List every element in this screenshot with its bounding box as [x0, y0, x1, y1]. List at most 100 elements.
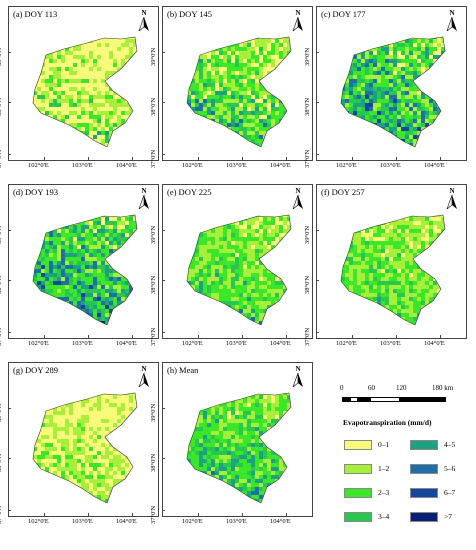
legend-item: 5–6: [410, 462, 476, 476]
longitude-tick: [242, 157, 243, 160]
longitude-tick: [132, 157, 133, 160]
latitude-tick: [162, 510, 165, 511]
longitude-tick: [286, 157, 287, 160]
et-raster-map: [186, 214, 292, 326]
longitude-label: 104°0'E: [424, 162, 445, 169]
north-arrow-icon: N: [446, 187, 458, 209]
map-panel: (e) DOY 225 N 37°0'N 38°0'N 39°0'N 102°0'E 103…: [150, 184, 313, 356]
longitude-label: 104°0'E: [116, 340, 137, 347]
scale-segment: [350, 397, 358, 402]
longitude-tick: [286, 513, 287, 516]
longitude-tick: [132, 513, 133, 516]
map-frame: (h) Mean N: [162, 362, 313, 517]
latitude-label: 37°0'N: [0, 149, 3, 168]
legend-item: 4–5: [410, 438, 476, 452]
longitude-tick: [396, 335, 397, 338]
latitude-label: 39°0'N: [304, 225, 311, 244]
longitude-label: 102°0'E: [28, 518, 49, 525]
legend-label: 4–5: [444, 440, 456, 449]
map-frame: (e) DOY 225 N: [162, 184, 313, 339]
longitude-tick: [286, 335, 287, 338]
map-frame: (c) DOY 177 N: [316, 6, 467, 161]
longitude-label: 102°0'E: [336, 340, 357, 347]
scale-segment: [358, 397, 370, 402]
longitude-label: 104°0'E: [270, 340, 291, 347]
latitude-label: 37°0'N: [304, 149, 311, 168]
latitude-label: 39°0'N: [0, 403, 3, 422]
longitude-label: 103°0'E: [226, 340, 247, 347]
longitude-tick: [198, 513, 199, 516]
north-label: N: [141, 365, 147, 373]
longitude-tick: [88, 335, 89, 338]
latitude-label: 38°0'N: [0, 275, 3, 294]
latitude-label: 38°0'N: [0, 453, 3, 472]
north-label: N: [141, 187, 147, 195]
panel-title: (a) DOY 113: [13, 9, 58, 19]
legend-item: 3–4: [344, 510, 410, 524]
panel-title: (c) DOY 177: [321, 9, 366, 19]
latitude-tick: [162, 458, 165, 459]
longitude-label: 103°0'E: [226, 162, 247, 169]
latitude-label: 38°0'N: [304, 97, 311, 116]
longitude-tick: [198, 335, 199, 338]
legend-label: 6–7: [444, 488, 456, 497]
latitude-tick: [162, 280, 165, 281]
latitude-label: 37°0'N: [304, 327, 311, 346]
scale-segment: [370, 397, 400, 402]
et-raster-map: [32, 392, 138, 504]
latitude-tick: [162, 408, 165, 409]
latitude-label: 38°0'N: [150, 453, 157, 472]
latitude-tick: [8, 102, 11, 103]
map-panel: (a) DOY 113 N 37°0'N 38°0'N 39°0'N 102°0'E 103…: [0, 6, 159, 178]
latitude-tick: [162, 154, 165, 155]
longitude-label: 104°0'E: [116, 518, 137, 525]
latitude-tick: [162, 102, 165, 103]
north-label: N: [449, 9, 455, 17]
legend-swatch: [410, 512, 438, 522]
latitude-tick: [8, 154, 11, 155]
latitude-label: 37°0'N: [150, 149, 157, 168]
latitude-label: 39°0'N: [150, 47, 157, 66]
north-label: N: [295, 187, 301, 195]
legend-swatch: [410, 464, 438, 474]
latitude-tick: [8, 458, 11, 459]
et-raster-map: [186, 392, 292, 504]
legend-label: 5–6: [444, 464, 456, 473]
longitude-label: 104°0'E: [424, 340, 445, 347]
legend-swatch: [344, 464, 372, 474]
longitude-tick: [396, 157, 397, 160]
longitude-tick: [242, 513, 243, 516]
latitude-label: 37°0'N: [150, 327, 157, 346]
longitude-label: 103°0'E: [380, 162, 401, 169]
longitude-tick: [88, 157, 89, 160]
longitude-label: 103°0'E: [380, 340, 401, 347]
legend-item: 2–3: [344, 486, 410, 500]
map-panel: (b) DOY 145 N 37°0'N 38°0'N 39°0'N 102°0'E 103…: [150, 6, 313, 178]
north-arrow-icon: N: [292, 187, 304, 209]
legend-item: >7: [410, 510, 476, 524]
legend-title: Evapotranspiration (mm/d): [343, 418, 432, 427]
longitude-label: 104°0'E: [270, 518, 291, 525]
panel-title: (h) Mean: [167, 365, 199, 375]
legend-item: 0–1: [344, 438, 410, 452]
latitude-tick: [316, 230, 319, 231]
latitude-label: 39°0'N: [304, 47, 311, 66]
legend-swatch: [410, 488, 438, 498]
et-raster-map: [340, 214, 446, 326]
legend-label: 3–4: [378, 512, 390, 521]
panel-title: (g) DOY 289: [13, 365, 59, 375]
north-arrow-icon: N: [292, 365, 304, 387]
longitude-tick: [198, 157, 199, 160]
scale-tick-120: 120: [396, 384, 407, 392]
panel-title: (e) DOY 225: [167, 187, 212, 197]
map-frame: (d) DOY 193 N: [8, 184, 159, 339]
latitude-tick: [8, 280, 11, 281]
scale-segment: [342, 397, 350, 402]
longitude-tick: [352, 157, 353, 160]
north-label: N: [295, 9, 301, 17]
legend-label: >7: [444, 512, 452, 521]
latitude-label: 39°0'N: [0, 47, 3, 66]
map-panel: (c) DOY 177 N 37°0'N 38°0'N 39°0'N 102°0'E 103…: [304, 6, 467, 178]
et-raster-map: [32, 214, 138, 326]
longitude-label: 104°0'E: [116, 162, 137, 169]
